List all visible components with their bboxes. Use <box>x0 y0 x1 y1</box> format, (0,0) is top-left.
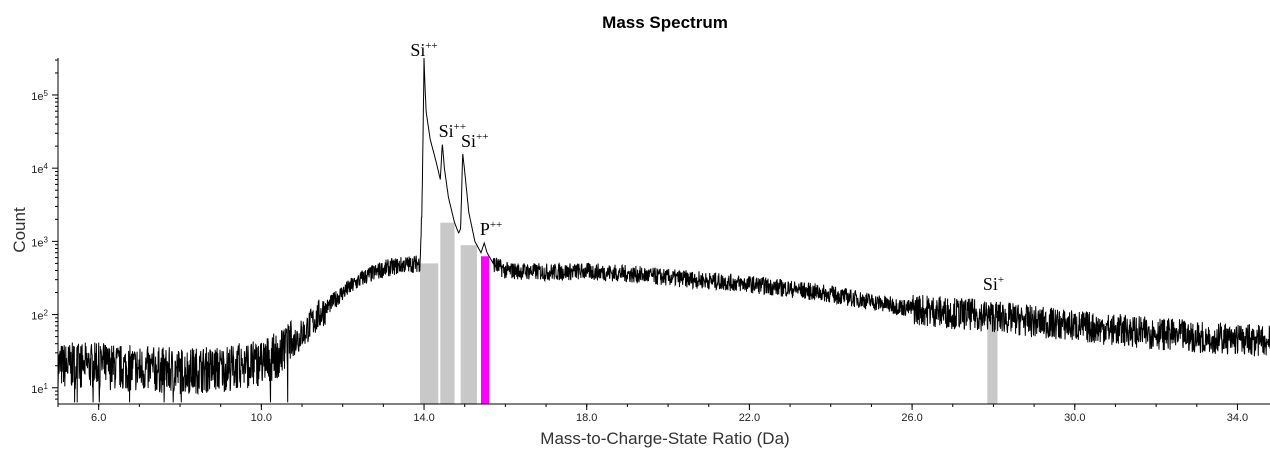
ion-label-0: Si++ <box>410 40 437 60</box>
y-tick-label: 1e4 <box>31 162 48 176</box>
x-tick-label: 34.0 <box>1227 412 1248 424</box>
y-axis-label: Count <box>10 207 29 253</box>
y-tick-label: 1e1 <box>31 382 48 396</box>
range-band-2 <box>460 245 477 404</box>
x-tick-label: 18.0 <box>576 412 597 424</box>
y-tick-label: 1e3 <box>31 235 48 249</box>
x-tick-label: 22.0 <box>739 412 760 424</box>
spectrum-line <box>57 57 1270 403</box>
x-tick-label: 30.0 <box>1064 412 1085 424</box>
range-band-1 <box>440 222 455 404</box>
x-tick-label: 14.0 <box>413 412 434 424</box>
range-band-3 <box>480 256 490 404</box>
plot-area: 6.0 10.0 14.0 18.0 22.0 26.0 30.0 34.0 1e1 1e2 1e3… <box>31 40 1270 424</box>
range-band-4 <box>987 316 998 404</box>
range-band-0 <box>419 263 439 404</box>
ion-label-1: Si++ <box>439 121 466 141</box>
ion-label-3: P++ <box>480 219 502 239</box>
x-axis-label: Mass-to-Charge-State Ratio (Da) <box>540 429 789 448</box>
y-tick-label: 1e2 <box>31 309 48 323</box>
y-tick-label: 1e5 <box>31 89 48 103</box>
x-tick-label: 6.0 <box>91 412 106 424</box>
ion-label-2: Si++ <box>461 131 488 151</box>
chart-title: Mass Spectrum <box>602 13 728 32</box>
x-tick-label: 10.0 <box>251 412 272 424</box>
x-tick-label: 26.0 <box>901 412 922 424</box>
ion-label-4: Si+ <box>983 274 1004 294</box>
